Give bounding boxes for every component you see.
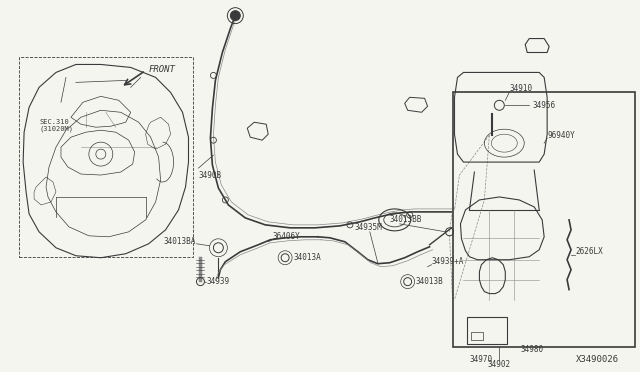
Text: 34935M: 34935M xyxy=(355,223,383,232)
Text: SEC.310: SEC.310 xyxy=(39,119,69,125)
Text: 34939+A: 34939+A xyxy=(431,257,464,266)
Bar xyxy=(452,92,635,347)
Text: 34910: 34910 xyxy=(509,84,532,93)
Text: X3490026: X3490026 xyxy=(576,355,619,364)
Text: 36406Y: 36406Y xyxy=(272,232,300,241)
Text: 34970: 34970 xyxy=(470,355,493,364)
Bar xyxy=(467,317,508,344)
Text: 96940Y: 96940Y xyxy=(547,131,575,140)
Text: 34013BA: 34013BA xyxy=(163,237,195,246)
Text: 34980: 34980 xyxy=(521,345,544,354)
Text: 34902: 34902 xyxy=(488,360,511,369)
Text: 2626LX: 2626LX xyxy=(575,247,603,256)
Text: 3490B: 3490B xyxy=(198,170,221,180)
Bar xyxy=(472,333,483,340)
Text: 34939: 34939 xyxy=(207,277,230,286)
Text: 34956: 34956 xyxy=(532,101,556,110)
Circle shape xyxy=(230,11,240,20)
Bar xyxy=(19,58,193,257)
Text: (31020M): (31020M) xyxy=(39,126,73,132)
Text: 34013A: 34013A xyxy=(293,253,321,262)
Text: FRONT: FRONT xyxy=(148,65,175,74)
Text: 34013BB: 34013BB xyxy=(390,215,422,224)
Text: 34013B: 34013B xyxy=(415,277,444,286)
